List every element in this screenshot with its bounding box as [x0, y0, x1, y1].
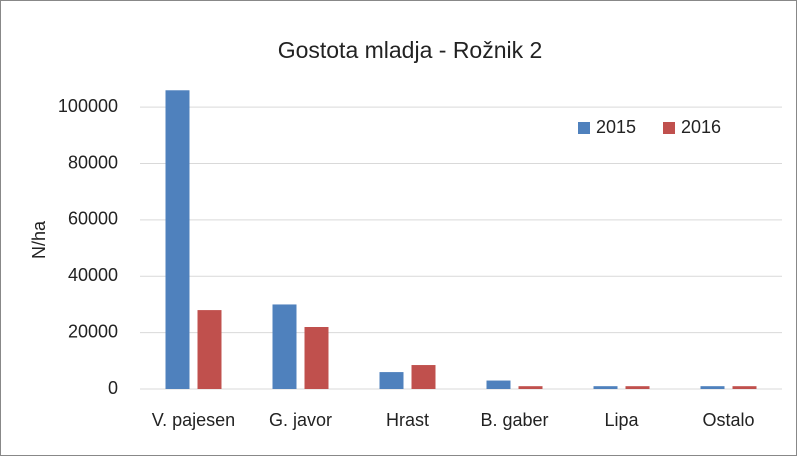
bar	[411, 365, 436, 389]
legend-swatch	[578, 122, 590, 134]
y-tick-label: 60000	[68, 209, 118, 229]
y-tick-label: 20000	[68, 321, 118, 341]
legend-label: 2015	[596, 117, 636, 137]
x-tick-label: B. gaber	[480, 410, 548, 430]
bar	[272, 304, 297, 389]
bar	[732, 386, 757, 389]
x-tick-label: Ostalo	[702, 410, 754, 430]
chart-title: Gostota mladja - Rožnik 2	[278, 37, 543, 63]
y-tick-label: 100000	[58, 96, 118, 116]
y-tick-label: 80000	[68, 152, 118, 172]
x-tick-label: G. javor	[269, 410, 332, 430]
bar	[197, 310, 222, 389]
bar	[379, 372, 404, 389]
y-tick-label: 40000	[68, 265, 118, 285]
bar	[625, 386, 650, 389]
bar	[304, 327, 329, 389]
bar	[486, 380, 511, 389]
x-tick-label: Hrast	[386, 410, 429, 430]
x-tick-label: V. pajesen	[152, 410, 235, 430]
y-axis-label: N/ha	[29, 220, 49, 259]
x-tick-label: Lipa	[604, 410, 639, 430]
bar	[518, 386, 543, 389]
y-tick-label: 0	[108, 378, 118, 398]
bar	[165, 90, 190, 389]
bar	[700, 386, 725, 389]
legend-swatch	[663, 122, 675, 134]
legend-label: 2016	[681, 117, 721, 137]
bar	[593, 386, 618, 389]
